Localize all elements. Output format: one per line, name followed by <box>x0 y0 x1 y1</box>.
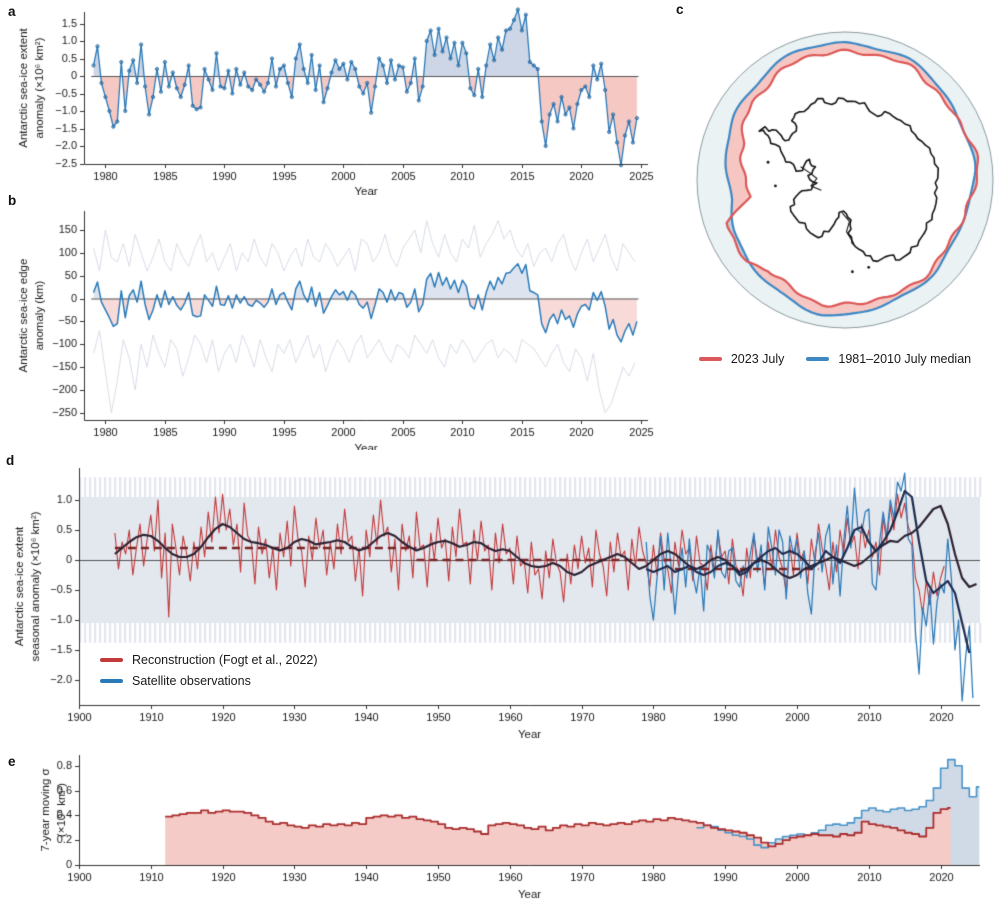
legend-satellite: Satellite observations <box>100 674 318 688</box>
legend-satellite-label: Satellite observations <box>132 674 251 688</box>
panel-d-seasonal-anomaly-chart <box>0 450 1000 750</box>
panel-d-legend: Reconstruction (Fogt et al., 2022) Satel… <box>100 653 318 688</box>
legend-july-median-label: 1981–2010 July median <box>838 352 972 366</box>
panel-label-b: b <box>8 193 17 208</box>
panel-e-moving-sigma-chart <box>0 750 1000 901</box>
panel-label-e: e <box>8 754 16 769</box>
map-legend: 2023 July 1981–2010 July median <box>670 352 1000 366</box>
legend-reconstruction: Reconstruction (Fogt et al., 2022) <box>100 653 318 667</box>
panel-a-extent-anomaly-chart <box>0 0 670 195</box>
legend-reconstruction-label: Reconstruction (Fogt et al., 2022) <box>132 653 318 667</box>
legend-2023-july-label: 2023 July <box>730 352 785 366</box>
legend-july-median: 1981–2010 July median <box>806 352 971 366</box>
satellite-line-swatch <box>100 679 123 683</box>
blue-line-swatch <box>806 357 830 361</box>
legend-2023-july: 2023 July <box>698 352 785 366</box>
panel-label-a: a <box>8 4 16 19</box>
red-line-swatch <box>698 357 722 361</box>
panel-c-antarctica-map <box>670 0 1000 345</box>
reconstruction-line-swatch <box>100 658 123 662</box>
panel-label-c: c <box>676 2 684 17</box>
panel-label-d: d <box>6 453 15 468</box>
panel-b-edge-anomaly-chart <box>0 195 670 450</box>
